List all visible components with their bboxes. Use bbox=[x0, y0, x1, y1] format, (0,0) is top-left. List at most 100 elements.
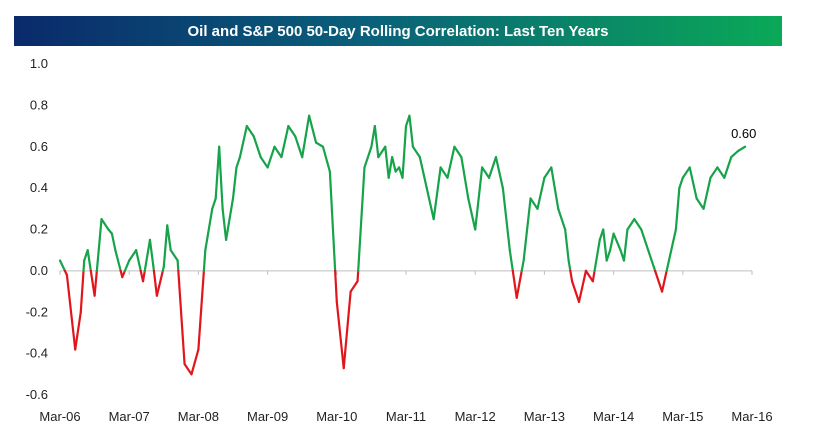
series-segment-negative bbox=[591, 269, 596, 283]
series-segment-positive bbox=[418, 155, 428, 190]
series-segment-positive bbox=[58, 259, 67, 272]
x-tick-label: Mar-09 bbox=[247, 409, 288, 424]
series-segment-positive bbox=[287, 124, 297, 138]
series-segment-positive bbox=[460, 155, 470, 200]
series-segment-positive bbox=[238, 124, 248, 159]
series-segment-positive bbox=[605, 249, 612, 262]
series-segment-positive bbox=[674, 187, 681, 231]
series-segment-positive bbox=[593, 238, 601, 272]
y-tick-label: -0.4 bbox=[26, 346, 48, 361]
series-segment-negative bbox=[65, 273, 77, 351]
y-tick-label: 0.4 bbox=[30, 180, 48, 195]
series-segment-positive bbox=[86, 249, 92, 272]
series-segment-positive bbox=[487, 155, 498, 179]
y-tick-label: 0.6 bbox=[30, 139, 48, 154]
series-segment-positive bbox=[252, 135, 262, 159]
series-segment-positive bbox=[235, 155, 242, 169]
series-segment-negative bbox=[569, 269, 574, 283]
series-segment-positive bbox=[148, 238, 155, 268]
series-segment-positive bbox=[294, 135, 304, 159]
series-segment-positive bbox=[508, 249, 514, 272]
series-segment-negative bbox=[349, 280, 359, 293]
series-segment-positive bbox=[536, 176, 546, 210]
series-segment-negative bbox=[177, 269, 186, 366]
series-segment-positive bbox=[612, 232, 622, 252]
series-segment-positive bbox=[529, 197, 539, 210]
series-segment-positive bbox=[245, 124, 255, 138]
series-segment-positive bbox=[204, 207, 214, 252]
series-segment-positive bbox=[543, 166, 553, 179]
x-tick-label: Mar-12 bbox=[455, 409, 496, 424]
series-segment-positive bbox=[308, 114, 318, 144]
series-segment-positive bbox=[640, 228, 650, 252]
series-segment-positive bbox=[377, 145, 387, 159]
series-segment-negative bbox=[342, 290, 352, 370]
series-segment-positive bbox=[522, 197, 532, 262]
series-segment-positive bbox=[501, 187, 511, 252]
series-segment-positive bbox=[176, 259, 180, 272]
series-segment-positive bbox=[280, 124, 290, 159]
y-tick-label: 0.8 bbox=[30, 97, 48, 112]
series-segment-positive bbox=[221, 207, 228, 241]
series-segment-negative bbox=[183, 362, 193, 376]
series-segment-positive bbox=[520, 259, 525, 272]
series-segment-positive bbox=[100, 218, 110, 231]
series-segment-positive bbox=[387, 155, 394, 179]
series-segment-positive bbox=[446, 145, 456, 179]
series-segment-negative bbox=[93, 269, 98, 297]
series-segment-positive bbox=[730, 149, 740, 159]
x-tick-label: Mar-06 bbox=[39, 409, 80, 424]
series-segment-positive bbox=[357, 166, 366, 272]
chart-title: Oil and S&P 500 50-Day Rolling Correlati… bbox=[14, 16, 782, 46]
series-segment-negative bbox=[570, 280, 581, 304]
series-segment-negative bbox=[335, 300, 345, 370]
series-segment-positive bbox=[114, 249, 122, 272]
y-tick-label: 0.0 bbox=[30, 263, 48, 278]
series-segment-positive bbox=[224, 197, 235, 241]
x-tick-label: Mar-08 bbox=[178, 409, 219, 424]
series-segment-positive bbox=[474, 166, 484, 231]
series-segment-positive bbox=[678, 176, 684, 190]
series-segment-positive bbox=[408, 114, 415, 148]
series-segment-positive bbox=[432, 166, 442, 221]
series-segment-negative bbox=[334, 269, 338, 304]
series-segment-positive bbox=[301, 114, 311, 159]
series-segment-positive bbox=[688, 166, 698, 200]
series-segment-positive bbox=[647, 249, 657, 272]
series-segment-positive bbox=[202, 249, 207, 272]
series-segment-positive bbox=[218, 145, 224, 210]
series-segment-positive bbox=[453, 145, 463, 159]
x-tick-label: Mar-16 bbox=[731, 409, 772, 424]
y-tick-label: 1.0 bbox=[30, 56, 48, 71]
series-segment-positive bbox=[716, 166, 726, 179]
series-segment-positive bbox=[709, 166, 719, 179]
series-segment-positive bbox=[723, 155, 733, 179]
last-value-label: 0.60 bbox=[731, 126, 756, 141]
x-tick-label: Mar-13 bbox=[524, 409, 565, 424]
series-segment-positive bbox=[328, 170, 337, 272]
series-segment-positive bbox=[626, 218, 636, 231]
x-tick-label: Mar-07 bbox=[109, 409, 150, 424]
y-tick-label: -0.6 bbox=[26, 387, 48, 402]
series-segment-negative bbox=[584, 269, 594, 283]
series-segment-positive bbox=[567, 259, 572, 272]
series-segment-negative bbox=[155, 269, 164, 297]
correlation-series bbox=[58, 114, 747, 376]
series-segment-positive bbox=[391, 155, 397, 173]
y-tick-label: -0.2 bbox=[26, 304, 48, 319]
series-segment-positive bbox=[363, 145, 373, 169]
series-segment-positive bbox=[439, 166, 449, 179]
series-segment-negative bbox=[577, 269, 588, 304]
series-segment-positive bbox=[401, 124, 408, 179]
x-tick-label: Mar-10 bbox=[316, 409, 357, 424]
series-segment-positive bbox=[266, 145, 276, 169]
series-segment-negative bbox=[654, 269, 664, 293]
series-segment-negative bbox=[141, 269, 146, 283]
series-segment-positive bbox=[609, 232, 615, 252]
series-segment-positive bbox=[321, 145, 331, 173]
series-segment-negative bbox=[197, 269, 205, 351]
series-segment-positive bbox=[481, 166, 491, 179]
series-segment-positive bbox=[135, 249, 142, 272]
series-segment-positive bbox=[550, 166, 560, 210]
series-segment-negative bbox=[190, 348, 200, 376]
